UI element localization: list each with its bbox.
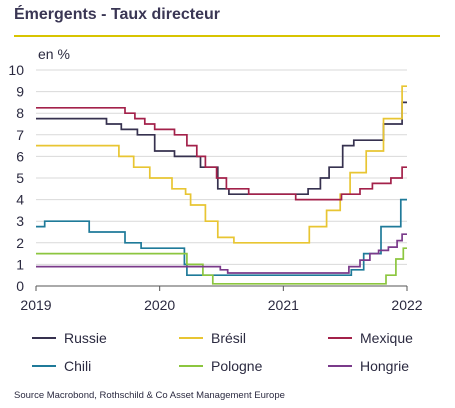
y-tick-label-4: 4 [16,192,24,208]
series-line-pologne [36,247,407,285]
y-tick-label-9: 9 [16,84,24,100]
title-underline [14,35,440,37]
y-tick-label-0: 0 [16,278,24,294]
y-tick-label-2: 2 [16,235,24,251]
legend-swatch-russie [32,337,56,339]
legend-item-russie: Russie [32,330,107,346]
chart-legend: Russie Brésil Mexique Chili Pologne Hong… [14,330,444,374]
legend-label-bresil: Brésil [211,330,247,346]
legend-swatch-bresil [179,337,203,339]
y-unit-label: en % [38,46,70,62]
series-line-russie [36,101,407,196]
legend-item-pologne: Pologne [179,358,262,374]
source-note: Source Macrobond, Rothschild & Co Asset … [14,390,285,401]
legend-swatch-chili [32,365,56,367]
y-tick-label-3: 3 [16,213,24,229]
series-line-mexique [36,106,407,201]
legend-swatch-hongrie [328,365,352,367]
y-tick-label-6: 6 [16,148,24,164]
y-tick-label-5: 5 [16,170,24,186]
series-line-hongrie [36,233,407,274]
x-tick-label-2020: 2020 [144,297,175,313]
y-tick-label-8: 8 [16,105,24,121]
line-chart: 0 1 2 3 4 5 6 7 8 9 10 2019 2020 2021 2022 [8,62,422,313]
x-tick-label-2021: 2021 [268,297,299,313]
legend-swatch-mexique [328,337,352,339]
series-line-brsil [36,85,407,244]
x-tick-label-2022: 2022 [391,297,422,313]
legend-label-pologne: Pologne [211,358,263,374]
chart-title: Émergents - Taux directeur [14,6,220,23]
legend-item-bresil: Brésil [179,330,246,346]
legend-item-mexique: Mexique [328,330,413,346]
legend-swatch-pologne [179,365,203,367]
legend-label-hongrie: Hongrie [360,358,410,374]
legend-item-chili: Chili [32,358,91,374]
series-line-chili [36,198,407,277]
legend-item-hongrie: Hongrie [328,358,409,374]
y-tick-label-7: 7 [16,127,24,143]
legend-label-mexique: Mexique [360,330,413,346]
legend-label-chili: Chili [64,358,92,374]
y-tick-label-1: 1 [16,256,24,272]
x-tick-label-2019: 2019 [20,297,51,313]
legend-label-russie: Russie [64,330,107,346]
y-tick-label-10: 10 [8,62,24,78]
